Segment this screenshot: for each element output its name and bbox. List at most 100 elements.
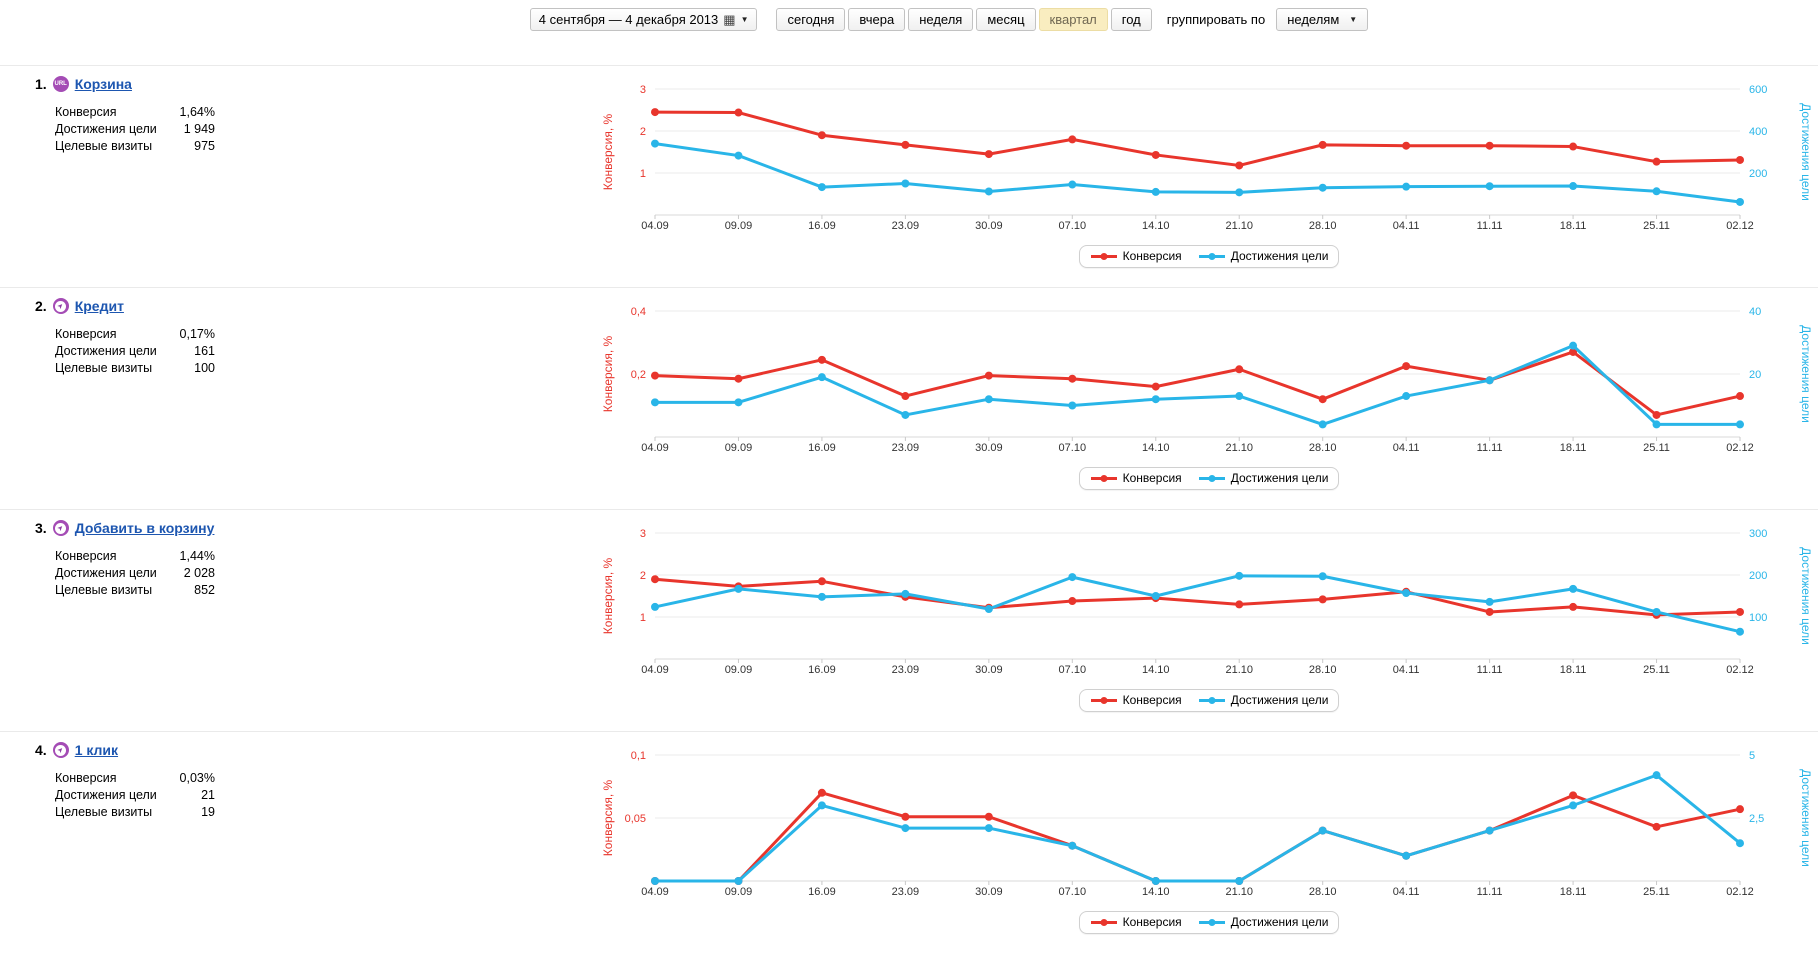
data-point[interactable]: [984, 187, 993, 196]
goal-chart[interactable]: 0,2 0,4 20 40 04.09 09.09 16.09 23.09 30.09 07.10…: [600, 300, 1818, 463]
legend-item-conversion[interactable]: Конверсия: [1090, 249, 1182, 263]
data-point[interactable]: [1402, 182, 1411, 191]
data-point[interactable]: [1318, 395, 1327, 404]
preset-button-month[interactable]: месяц: [976, 8, 1036, 31]
data-point[interactable]: [1736, 420, 1744, 429]
data-point[interactable]: [734, 108, 743, 117]
data-point[interactable]: [1068, 135, 1077, 144]
data-point[interactable]: [817, 355, 826, 364]
data-point[interactable]: [1402, 362, 1411, 371]
data-point[interactable]: [1151, 187, 1160, 196]
data-point[interactable]: [1235, 600, 1244, 609]
data-point[interactable]: [1736, 392, 1744, 401]
data-point[interactable]: [1318, 140, 1327, 149]
date-range-button[interactable]: 4 сентября — 4 декабря 2013 ▦ ▼: [529, 8, 758, 31]
data-point[interactable]: [901, 589, 910, 598]
data-point[interactable]: [1652, 410, 1661, 419]
preset-button-yesterday[interactable]: вчера: [848, 8, 906, 31]
data-point[interactable]: [817, 788, 826, 797]
data-point[interactable]: [1151, 150, 1160, 159]
goal-link[interactable]: Добавить в корзину: [74, 520, 215, 536]
data-point[interactable]: [1151, 382, 1160, 391]
data-point[interactable]: [651, 398, 659, 407]
data-point[interactable]: [817, 373, 826, 382]
data-point[interactable]: [1318, 420, 1327, 429]
data-point[interactable]: [1652, 822, 1661, 831]
preset-button-quarter[interactable]: квартал: [1038, 8, 1108, 31]
data-point[interactable]: [1485, 141, 1494, 150]
data-point[interactable]: [1151, 592, 1160, 600]
data-point[interactable]: [1402, 141, 1411, 150]
data-point[interactable]: [1736, 627, 1744, 636]
data-point[interactable]: [1569, 347, 1578, 356]
data-point[interactable]: [817, 592, 826, 601]
data-point[interactable]: [1235, 161, 1244, 170]
data-point[interactable]: [1652, 187, 1661, 196]
data-point[interactable]: [1318, 183, 1327, 192]
data-point[interactable]: [651, 877, 659, 885]
data-point[interactable]: [1569, 584, 1578, 593]
data-point[interactable]: [984, 150, 993, 159]
legend-item-conversion[interactable]: Конверсия: [1090, 915, 1182, 929]
data-point[interactable]: [651, 575, 659, 584]
data-point[interactable]: [651, 108, 659, 117]
data-point[interactable]: [984, 371, 993, 380]
data-point[interactable]: [1068, 401, 1077, 410]
group-by-select[interactable]: неделям ▼: [1276, 8, 1369, 31]
data-point[interactable]: [1402, 589, 1411, 598]
data-point[interactable]: [1068, 180, 1077, 189]
data-point[interactable]: [1318, 826, 1327, 835]
goal-link[interactable]: Корзина: [74, 76, 132, 92]
data-point[interactable]: [1068, 597, 1077, 606]
data-point[interactable]: [901, 179, 910, 188]
data-point[interactable]: [1485, 182, 1494, 191]
goal-chart[interactable]: 0,05 0,1 2,5 5 04.09 09.09 16.09 23.09 30.09 07.1…: [600, 744, 1818, 907]
goal-chart[interactable]: 1 2 3 100 200 300 04.09 09.09 16.09 23.09 30.09 07.…: [600, 522, 1818, 685]
data-point[interactable]: [734, 374, 743, 383]
data-point[interactable]: [984, 395, 993, 404]
legend-item-goals[interactable]: Достижения цели: [1198, 471, 1328, 485]
data-point[interactable]: [817, 577, 826, 586]
goal-chart[interactable]: 1 2 3 200 400 600 04.09 09.09 16.09 23.09 30.09 07.…: [600, 78, 1818, 241]
data-point[interactable]: [1485, 597, 1494, 606]
data-point[interactable]: [1652, 420, 1661, 429]
data-point[interactable]: [984, 812, 993, 821]
data-point[interactable]: [1652, 157, 1661, 166]
goal-link[interactable]: Кредит: [74, 298, 124, 314]
data-point[interactable]: [1402, 392, 1411, 401]
data-point[interactable]: [901, 140, 910, 149]
data-point[interactable]: [1485, 607, 1494, 616]
data-point[interactable]: [1569, 142, 1578, 151]
data-point[interactable]: [1569, 801, 1578, 810]
legend-item-goals[interactable]: Достижения цели: [1198, 249, 1328, 263]
data-point[interactable]: [1736, 839, 1744, 848]
data-point[interactable]: [1235, 571, 1244, 580]
data-point[interactable]: [901, 410, 910, 419]
data-point[interactable]: [1485, 826, 1494, 835]
data-point[interactable]: [1068, 573, 1077, 582]
data-point[interactable]: [734, 151, 743, 160]
data-point[interactable]: [651, 602, 659, 611]
preset-button-year[interactable]: год: [1110, 8, 1152, 31]
data-point[interactable]: [817, 183, 826, 192]
preset-button-today[interactable]: сегодня: [776, 8, 846, 31]
data-point[interactable]: [1151, 877, 1160, 885]
data-point[interactable]: [651, 371, 659, 380]
data-point[interactable]: [1652, 607, 1661, 616]
data-point[interactable]: [1318, 572, 1327, 581]
data-point[interactable]: [734, 877, 743, 885]
data-point[interactable]: [817, 801, 826, 810]
data-point[interactable]: [1485, 376, 1494, 385]
data-point[interactable]: [1569, 341, 1578, 350]
data-point[interactable]: [901, 812, 910, 821]
data-point[interactable]: [1068, 374, 1077, 383]
data-point[interactable]: [1569, 602, 1578, 611]
data-point[interactable]: [1736, 805, 1744, 814]
data-point[interactable]: [734, 584, 743, 593]
legend-item-conversion[interactable]: Конверсия: [1090, 471, 1182, 485]
data-point[interactable]: [1235, 188, 1244, 197]
legend-item-goals[interactable]: Достижения цели: [1198, 693, 1328, 707]
data-point[interactable]: [1235, 392, 1244, 401]
legend-item-goals[interactable]: Достижения цели: [1198, 915, 1328, 929]
data-point[interactable]: [901, 392, 910, 401]
